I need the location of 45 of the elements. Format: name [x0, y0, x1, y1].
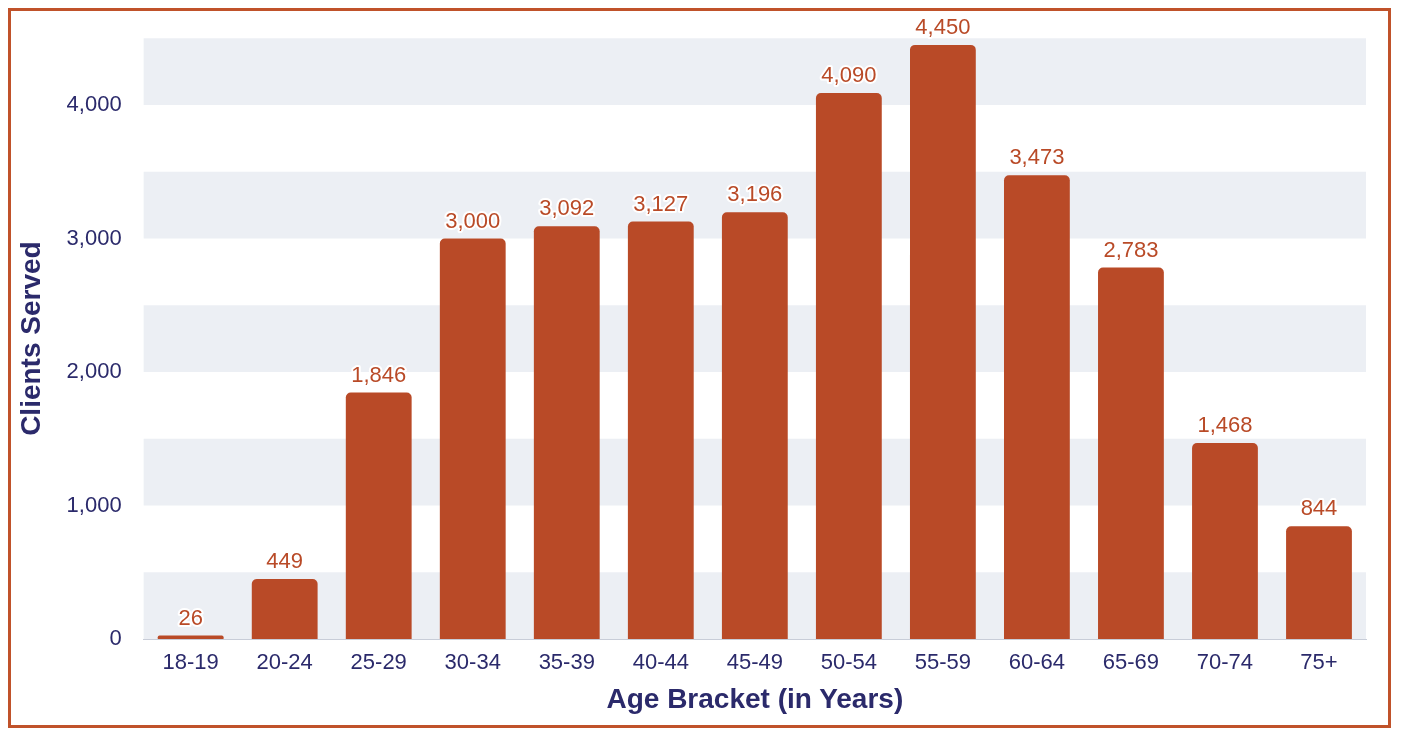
data-label: 1,468 [1197, 412, 1253, 438]
x-tick-label: 65-69 [1102, 649, 1160, 675]
x-tick-label: 60-64 [1008, 649, 1066, 675]
bar [1286, 526, 1352, 639]
bar [439, 238, 506, 639]
bar [251, 579, 318, 639]
data-label: 3,127 [633, 190, 689, 216]
x-tick-label: 30-34 [444, 649, 501, 675]
data-label: 26 [178, 604, 203, 630]
bar [1098, 267, 1164, 639]
data-label: 1,846 [351, 361, 407, 387]
x-tick-label: 40-44 [632, 649, 689, 675]
data-label: 3,000 [445, 207, 501, 233]
x-axis-title: Age Bracket (in Years) [606, 682, 904, 714]
data-label: 449 [266, 548, 304, 574]
data-label: 2,783 [1103, 236, 1159, 262]
y-tick-label: 4,000 [66, 91, 122, 117]
y-tick-label: 2,000 [66, 358, 122, 384]
x-tick-label: 25-29 [350, 649, 407, 675]
x-tick-label: 35-39 [538, 649, 595, 675]
data-label: 3,473 [1009, 144, 1065, 170]
bar [533, 226, 600, 639]
data-label: 4,090 [821, 62, 877, 87]
y-tick-label: 3,000 [66, 224, 122, 250]
bar [345, 392, 412, 639]
data-label: 3,196 [727, 181, 783, 207]
bar [815, 92, 882, 639]
bar [1192, 443, 1258, 639]
bar [1004, 175, 1070, 639]
x-tick-label: 75+ [1300, 649, 1338, 675]
y-tick-label: 1,000 [66, 491, 122, 517]
y-axis-title: Clients Served [14, 241, 46, 436]
x-tick-label: 50-54 [820, 649, 877, 675]
data-label: 3,092 [539, 195, 595, 221]
bar [909, 44, 976, 639]
bar [627, 221, 694, 639]
data-label: 4,450 [915, 13, 971, 39]
bar [721, 212, 788, 639]
data-label: 844 [1300, 495, 1338, 521]
x-tick-label: 45-49 [726, 649, 783, 675]
x-tick-label: 55-59 [914, 649, 972, 675]
y-tick-label: 0 [109, 625, 122, 651]
x-tick-label: 20-24 [256, 649, 313, 675]
x-tick-label: 18-19 [162, 649, 219, 675]
x-tick-label: 70-74 [1196, 649, 1254, 675]
